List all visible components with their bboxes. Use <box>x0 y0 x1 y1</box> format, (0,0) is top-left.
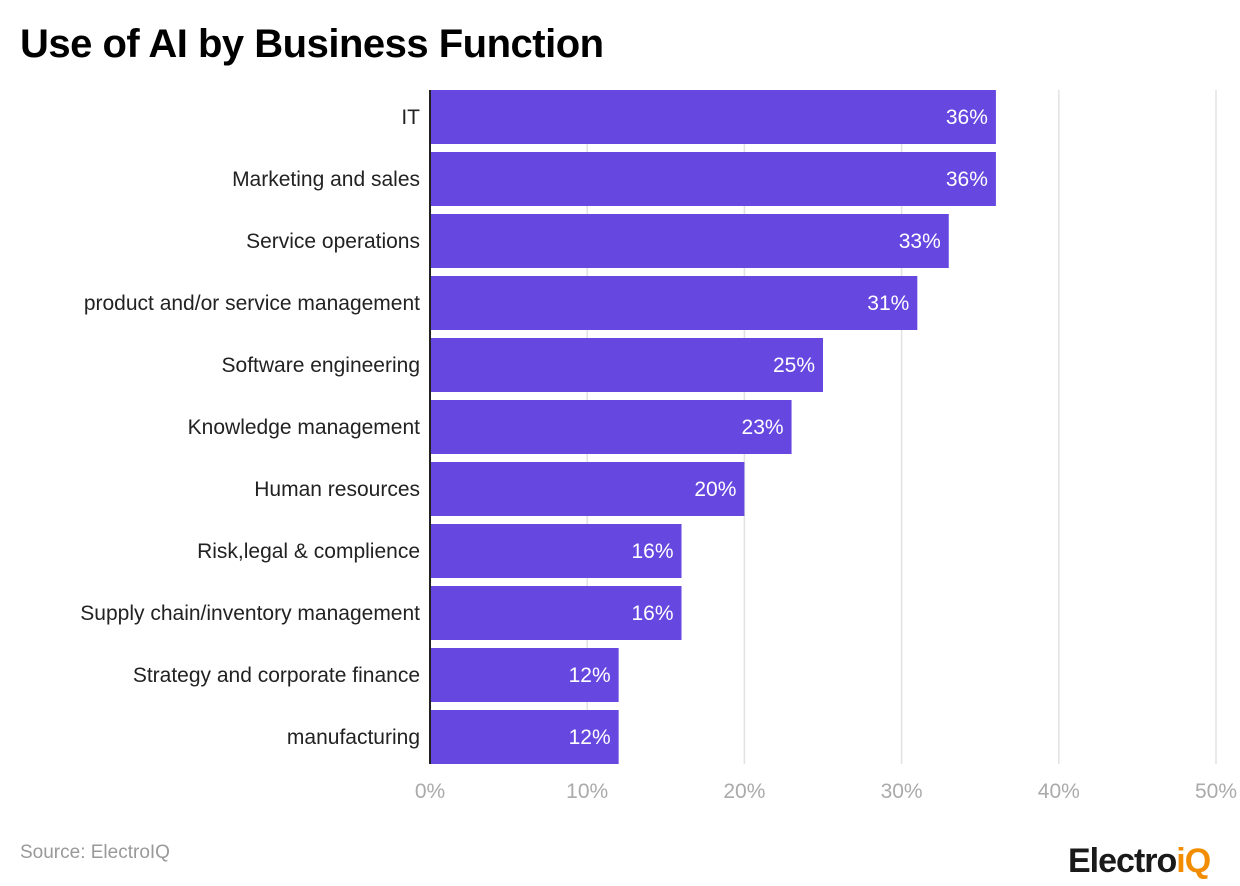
bar <box>430 524 682 578</box>
x-tick-label: 30% <box>881 780 923 803</box>
value-label: 16% <box>631 602 673 625</box>
value-label: 36% <box>946 168 988 191</box>
category-label: Supply chain/inventory management <box>80 602 420 625</box>
bar <box>430 400 792 454</box>
value-label: 33% <box>899 230 941 253</box>
value-label: 36% <box>946 106 988 129</box>
x-tick-label: 50% <box>1195 780 1237 803</box>
value-label: 12% <box>569 726 611 749</box>
value-label: 16% <box>631 540 673 563</box>
bar <box>430 214 949 268</box>
bar <box>430 586 682 640</box>
bar <box>430 276 918 330</box>
bar <box>430 648 619 702</box>
category-label: manufacturing <box>287 726 420 749</box>
category-label: Human resources <box>254 478 420 501</box>
bar <box>430 710 619 764</box>
bar <box>430 462 745 516</box>
category-label: Service operations <box>246 230 420 253</box>
chart-title: Use of AI by Business Function <box>20 22 604 66</box>
electroiq-logo: ElectroiQ <box>1068 842 1211 880</box>
value-label: 25% <box>773 354 815 377</box>
category-label: Risk,legal & complience <box>197 540 420 563</box>
bar <box>430 152 996 206</box>
category-label: Marketing and sales <box>232 168 420 191</box>
value-label: 23% <box>742 416 784 439</box>
source-note: Source: ElectroIQ <box>20 842 170 863</box>
category-label: Software engineering <box>222 354 420 377</box>
x-tick-label: 40% <box>1038 780 1080 803</box>
value-label: 12% <box>569 664 611 687</box>
value-label: 31% <box>867 292 909 315</box>
x-tick-label: 20% <box>723 780 765 803</box>
bar <box>430 338 823 392</box>
bar <box>430 90 996 144</box>
category-label: IT <box>401 106 420 129</box>
value-label: 20% <box>694 478 736 501</box>
x-tick-label: 10% <box>566 780 608 803</box>
category-label: Knowledge management <box>188 416 420 439</box>
category-label: product and/or service management <box>84 292 420 315</box>
category-label: Strategy and corporate finance <box>133 664 420 687</box>
x-tick-label: 0% <box>415 780 445 803</box>
